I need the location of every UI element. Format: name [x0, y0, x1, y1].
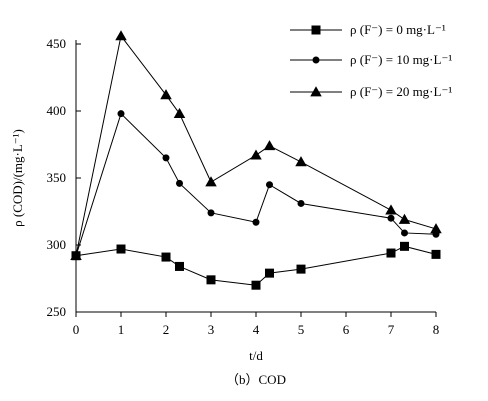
- data-point-circle: [176, 179, 183, 187]
- x-tick-label: 3: [208, 322, 215, 337]
- data-point-circle: [266, 181, 273, 189]
- legend-marker-square: [311, 25, 321, 35]
- data-point-square: [296, 264, 306, 274]
- data-point-triangle: [250, 149, 262, 160]
- data-point-circle: [207, 209, 215, 217]
- series-circle: [72, 110, 440, 260]
- data-point-circle: [117, 110, 125, 118]
- x-tick-label: 2: [163, 322, 170, 337]
- y-tick-label: 400: [47, 103, 67, 118]
- legend-marker-circle: [312, 56, 320, 64]
- data-point-circle: [401, 229, 408, 237]
- data-point-square: [386, 248, 396, 258]
- data-point-triangle: [430, 223, 442, 234]
- legend-label-circle: ρ (F⁻) = 10 mg·L⁻¹: [350, 52, 452, 67]
- data-point-circle: [297, 199, 305, 207]
- data-point-square: [431, 249, 441, 259]
- data-point-triangle: [295, 156, 307, 167]
- x-tick-label: 0: [73, 322, 80, 337]
- legend-marker-triangle: [310, 86, 322, 97]
- x-tick-label: 6: [343, 322, 350, 337]
- series-line-square: [75, 245, 437, 286]
- data-point-square: [265, 268, 274, 278]
- data-point-triangle: [173, 107, 186, 118]
- data-point-square: [116, 244, 126, 254]
- data-point-triangle: [398, 213, 411, 224]
- data-point-square: [400, 241, 409, 251]
- x-tick-label: 1: [118, 322, 125, 337]
- y-axis-title: ρ (COD)/(mg·L⁻¹): [10, 129, 25, 227]
- series-triangle: [70, 30, 442, 261]
- x-tick-label: 8: [433, 322, 440, 337]
- series-square: [71, 241, 441, 290]
- data-point-square: [175, 261, 184, 271]
- data-point-square: [161, 252, 171, 262]
- series-line-circle: [75, 112, 437, 256]
- axes: 250 300 350 400 450 0 1 2 3 4 5 6 7 8: [47, 36, 440, 337]
- y-tick-label: 350: [47, 170, 67, 185]
- data-point-triangle: [263, 140, 276, 151]
- data-point-circle: [252, 218, 260, 226]
- data-point-circle: [387, 214, 395, 222]
- figure-caption: （b）COD: [226, 372, 286, 387]
- data-point-triangle: [70, 249, 82, 261]
- data-point-triangle: [385, 204, 397, 215]
- data-point-square: [206, 275, 216, 285]
- data-point-circle: [162, 154, 170, 162]
- legend-label-square: ρ (F⁻) = 0 mg·L⁻¹: [350, 22, 446, 37]
- legend-label-triangle: ρ (F⁻) = 20 mg·L⁻¹: [350, 84, 452, 99]
- x-axis-title: t/d: [249, 348, 263, 363]
- series-layer: [70, 30, 442, 290]
- legend: ρ (F⁻) = 0 mg·L⁻¹ ρ (F⁻) = 10 mg·L⁻¹ ρ (F⁻…: [290, 22, 452, 99]
- data-point-triangle: [205, 176, 217, 187]
- y-tick-label: 250: [47, 304, 67, 319]
- data-point-triangle: [160, 89, 172, 100]
- x-tick-label: 4: [253, 322, 260, 337]
- data-point-square: [251, 280, 261, 290]
- y-tick-label: 300: [47, 237, 67, 252]
- data-point-triangle: [115, 30, 127, 41]
- x-tick-label: 5: [298, 322, 305, 337]
- x-tick-label: 7: [388, 322, 395, 337]
- y-tick-label: 450: [47, 36, 67, 51]
